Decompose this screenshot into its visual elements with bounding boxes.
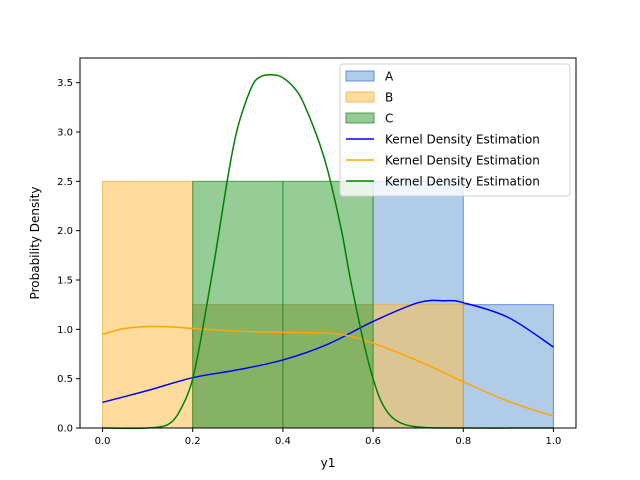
legend: ABC Kernel Density Estimation Kernel Densi… — [339, 63, 571, 197]
y-tick-label: 1.5 — [57, 276, 73, 287]
legend-box — [339, 63, 571, 197]
bar-C-1 — [282, 180, 374, 429]
y-tick-label: 3.5 — [57, 78, 73, 89]
y-tick-label: 3.0 — [57, 128, 73, 139]
x-tick-label: 0.0 — [95, 436, 111, 447]
legend-label: Kernel Density Estimation — [385, 154, 540, 168]
y-tick-label: 0.5 — [57, 374, 73, 385]
y-axis-label: Probability Density — [28, 187, 42, 300]
legend-label: B — [385, 91, 393, 105]
x-tick-label: 0.6 — [365, 436, 381, 447]
x-axis-ticks: 0.0 0.2 0.4 0.6 0.8 1.0 — [95, 428, 562, 447]
x-tick-label: 1.0 — [546, 436, 562, 447]
x-axis-label: y1 — [321, 456, 336, 470]
y-axis-ticks: 0.0 0.5 1.0 1.5 2.0 2.5 3.0 3.5 — [57, 78, 80, 435]
x-tick-label: 0.2 — [185, 436, 201, 447]
y-tick-label: 1.0 — [57, 325, 73, 336]
legend-label: A — [385, 70, 394, 84]
bar-A-3 — [462, 304, 554, 429]
legend-patch-C — [345, 112, 375, 124]
legend-patch-A — [345, 70, 375, 82]
bar-B-0 — [102, 180, 194, 429]
x-tick-label: 0.8 — [455, 436, 471, 447]
kde-line-0 — [102, 299, 554, 404]
histogram-bars — [102, 180, 554, 429]
x-tick-label: 0.4 — [275, 436, 291, 447]
y-tick-label: 0.0 — [57, 424, 73, 435]
kde-line-2 — [102, 73, 554, 430]
legend-patch-B — [345, 91, 375, 103]
kde-line-1 — [102, 325, 554, 417]
y-tick-label: 2.5 — [57, 177, 73, 188]
legend-label: Kernel Density Estimation — [385, 175, 540, 189]
axes-frame — [79, 57, 577, 429]
y-tick-label: 2.0 — [57, 226, 73, 237]
legend-label: C — [385, 112, 393, 126]
kde-curves — [102, 73, 554, 430]
bar-C-0 — [192, 180, 284, 429]
legend-label: Kernel Density Estimation — [385, 133, 540, 147]
